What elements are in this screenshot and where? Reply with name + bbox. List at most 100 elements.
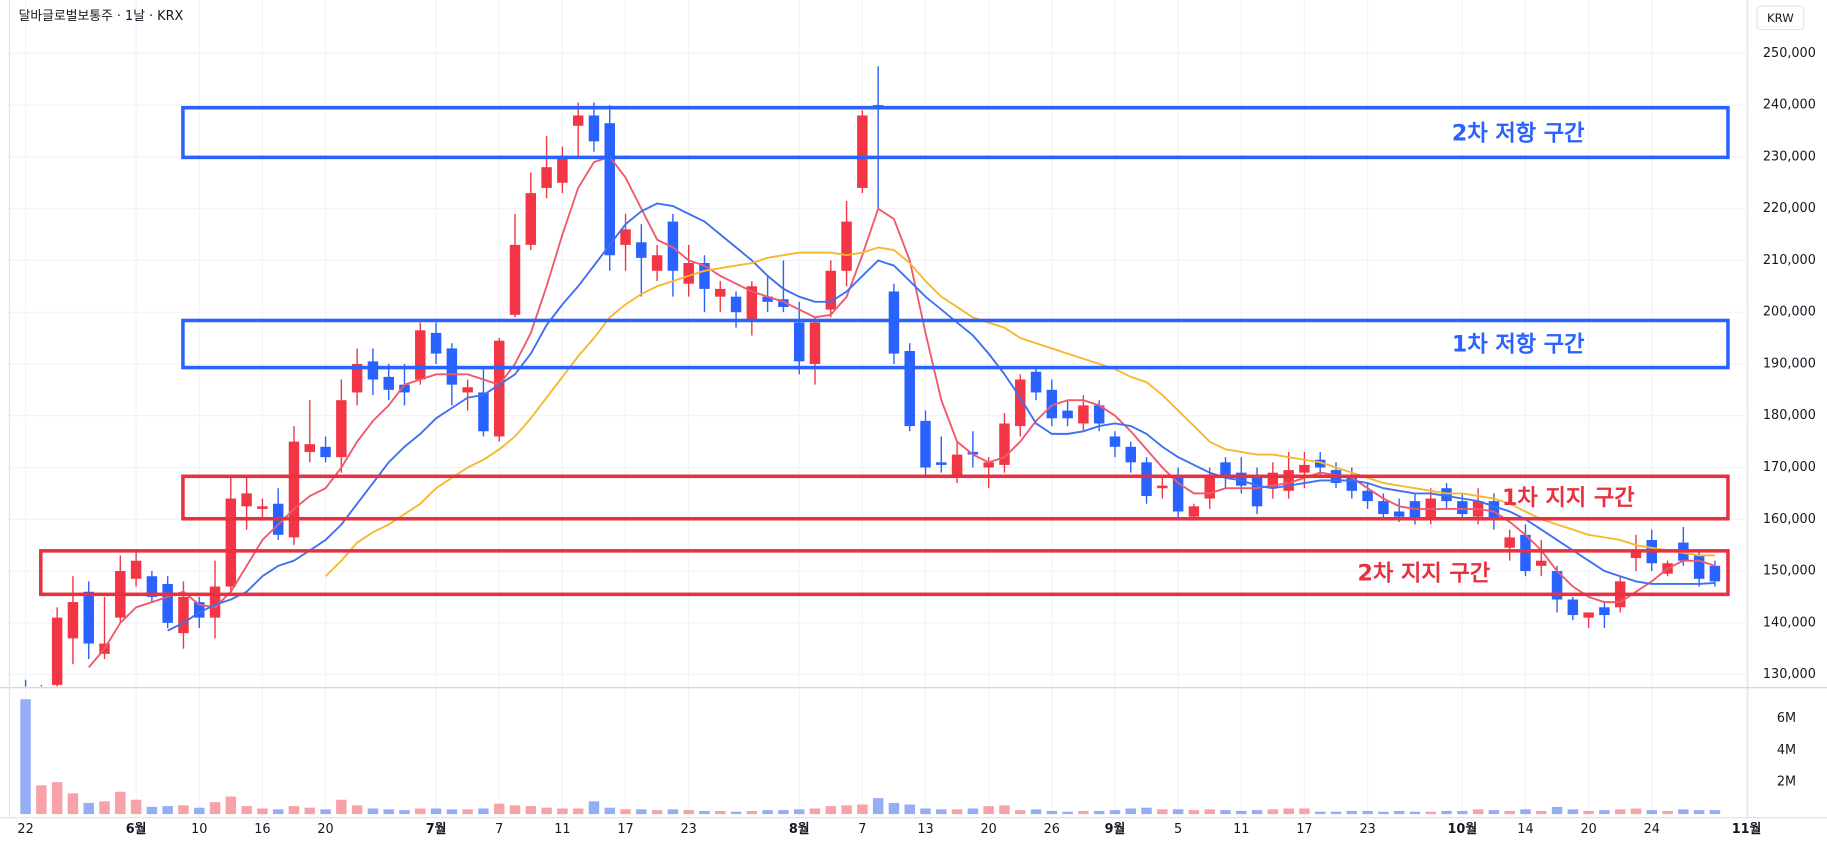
- volume-bar: [1062, 811, 1073, 815]
- volume-bar: [194, 807, 205, 815]
- x-tick-label: 17: [1296, 822, 1312, 837]
- candle-body: [478, 392, 489, 432]
- currency-button-frame[interactable]: [1756, 5, 1805, 31]
- candle-body: [304, 444, 316, 452]
- volume-bar: [857, 804, 868, 815]
- volume-bar: [1204, 809, 1215, 815]
- x-tick-label: 23: [1359, 822, 1375, 837]
- volume-bar: [983, 806, 994, 815]
- candle-body: [1567, 599, 1579, 616]
- candle-body: [1157, 485, 1168, 489]
- x-tick-label: 14: [1517, 822, 1533, 837]
- candle-body: [541, 167, 552, 188]
- volume-bar: [888, 802, 900, 815]
- candle-body: [778, 299, 789, 308]
- candle-body: [1299, 464, 1310, 473]
- x-tick-label: 20: [981, 822, 997, 837]
- volume-bar: [936, 809, 947, 815]
- y-tick-label: 180,000: [1763, 408, 1816, 423]
- moving-average-line: [88, 155, 1716, 668]
- volume-bar: [1314, 811, 1326, 815]
- y-tick-label: 240,000: [1763, 98, 1816, 113]
- volume-bar: [320, 809, 331, 815]
- candle-body: [51, 617, 63, 685]
- volume-bar: [1520, 809, 1531, 815]
- volume-bar: [83, 802, 94, 815]
- volume-bar: [272, 809, 284, 815]
- x-tick-label: 16: [254, 822, 270, 837]
- candle-body: [604, 123, 615, 256]
- candle-body: [620, 229, 631, 245]
- volume-bar: [1583, 810, 1594, 815]
- volume-bar: [762, 810, 773, 815]
- volume-bar: [399, 810, 410, 815]
- x-tick-label: 11월: [1732, 821, 1762, 837]
- volume-bar: [1346, 810, 1358, 815]
- volume-bar: [541, 807, 552, 815]
- volume-bar: [999, 805, 1010, 815]
- y-tick-label: 170,000: [1763, 460, 1816, 475]
- x-tick-label: 6월: [126, 821, 147, 837]
- volume-bar: [572, 808, 584, 815]
- volume-bar: [620, 809, 631, 815]
- volume-bar: [1504, 810, 1515, 815]
- volume-bar: [1599, 810, 1610, 815]
- candle-body: [1314, 459, 1326, 468]
- currency-label[interactable]: KRW: [1767, 11, 1794, 25]
- volume-bar: [1093, 810, 1105, 815]
- zone-label: 2차 저항 구간: [1452, 120, 1585, 146]
- zone-box: [181, 474, 1730, 521]
- volume-bar: [1662, 810, 1673, 815]
- volume-bar: [1236, 810, 1247, 815]
- candle-body: [209, 586, 221, 618]
- volume-bar: [493, 803, 505, 815]
- candle-body: [1188, 506, 1200, 517]
- candle-body: [1378, 501, 1389, 515]
- volume-tick-label: 6M: [1777, 711, 1796, 726]
- candle-body: [493, 340, 505, 437]
- volume-bar: [1172, 809, 1184, 815]
- candle-body: [730, 296, 742, 313]
- candle-body: [920, 420, 931, 468]
- candle-body: [178, 596, 189, 634]
- currency-button[interactable]: KRW: [1756, 5, 1805, 31]
- x-tick-label: 24: [1644, 822, 1660, 837]
- candle-body: [1488, 501, 1500, 520]
- volume-bar: [225, 796, 237, 815]
- candle-body: [1583, 612, 1594, 618]
- volume-pane: [20, 699, 1721, 815]
- candle-body: [462, 387, 473, 393]
- volume-bar: [667, 809, 679, 815]
- volume-bar: [1409, 811, 1421, 815]
- y-tick-label: 150,000: [1763, 563, 1816, 578]
- moving-average-line: [324, 246, 1715, 577]
- volume-bar: [1046, 810, 1058, 815]
- volume-bar: [1472, 809, 1484, 815]
- candle-body: [999, 423, 1010, 465]
- volume-bar: [1078, 810, 1089, 815]
- candle-body: [1630, 550, 1642, 559]
- candle-body: [967, 451, 979, 455]
- candle-body: [1520, 534, 1531, 572]
- zone-box: [181, 105, 1730, 160]
- candle-body: [904, 351, 915, 427]
- candle-body: [1093, 405, 1105, 424]
- candle-body: [399, 384, 410, 393]
- candle-body: [667, 221, 679, 271]
- volume-bar: [1251, 810, 1263, 815]
- volume-bar: [1425, 811, 1436, 815]
- volume-bar: [1141, 807, 1152, 815]
- y-tick-label: 160,000: [1763, 512, 1816, 527]
- candle-body: [241, 493, 252, 507]
- volume-bar: [920, 808, 931, 815]
- volume-bar: [651, 810, 663, 815]
- candle-body: [67, 602, 79, 639]
- candle-body: [1046, 389, 1058, 419]
- volume-bar: [1630, 808, 1642, 815]
- y-tick-label: 220,000: [1763, 201, 1816, 216]
- volume-bar: [730, 811, 742, 815]
- volume-bar: [809, 808, 821, 815]
- volume-bar: [1457, 810, 1468, 815]
- candle-body: [1362, 490, 1373, 502]
- candle-body: [715, 288, 726, 297]
